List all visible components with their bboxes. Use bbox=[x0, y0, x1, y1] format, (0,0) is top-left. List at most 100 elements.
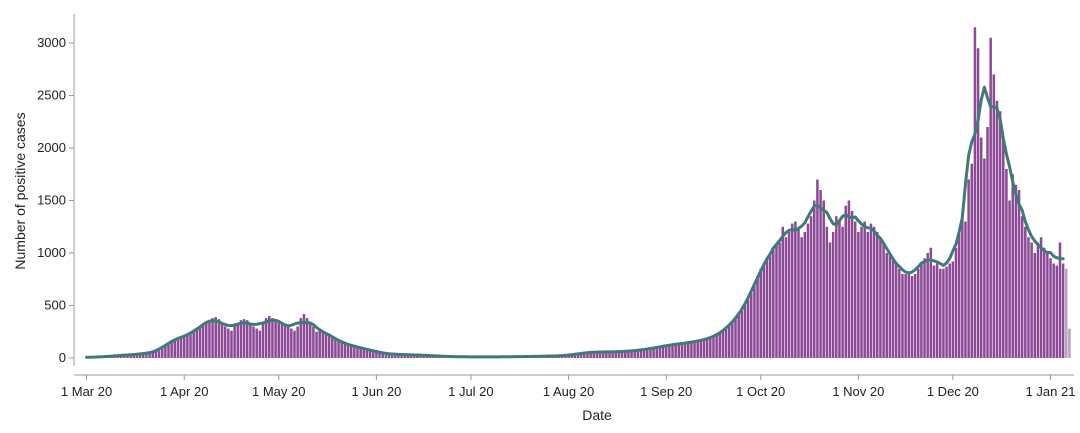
bar bbox=[819, 190, 822, 358]
bar bbox=[743, 305, 747, 358]
bar bbox=[765, 258, 769, 358]
bar bbox=[847, 200, 851, 358]
bar bbox=[1014, 184, 1018, 358]
y-axis-title: Number of positive cases bbox=[12, 112, 28, 269]
y-tick-label: 3000 bbox=[37, 35, 66, 50]
bar bbox=[784, 237, 788, 358]
bar bbox=[378, 352, 381, 358]
bar bbox=[668, 344, 671, 359]
bar bbox=[907, 274, 911, 358]
bar bbox=[264, 318, 268, 358]
bar bbox=[961, 216, 964, 358]
bar bbox=[671, 344, 674, 358]
bar bbox=[800, 237, 803, 358]
bar bbox=[674, 344, 677, 358]
bar bbox=[242, 319, 246, 358]
bar bbox=[822, 200, 825, 358]
bar bbox=[151, 352, 154, 358]
bar bbox=[998, 111, 1002, 358]
bar bbox=[705, 338, 709, 358]
bar bbox=[620, 351, 624, 358]
bar bbox=[236, 323, 240, 358]
bar bbox=[576, 353, 580, 358]
bar bbox=[913, 274, 917, 358]
bar bbox=[646, 349, 649, 358]
bar bbox=[356, 347, 359, 358]
bar bbox=[750, 292, 753, 358]
bar bbox=[343, 343, 347, 358]
bar bbox=[403, 354, 406, 358]
bar bbox=[384, 353, 388, 358]
bar bbox=[831, 232, 835, 358]
bar bbox=[967, 179, 970, 358]
bar bbox=[201, 324, 205, 358]
bar bbox=[255, 328, 258, 358]
bar bbox=[334, 339, 337, 358]
y-tick-label: 2000 bbox=[37, 140, 66, 155]
bar bbox=[850, 211, 854, 358]
bar bbox=[1033, 253, 1037, 358]
bar bbox=[280, 323, 284, 358]
bar bbox=[217, 319, 221, 358]
bar bbox=[885, 253, 888, 358]
bar bbox=[715, 335, 718, 358]
bar bbox=[154, 351, 158, 358]
bar bbox=[220, 323, 224, 358]
bar bbox=[901, 274, 904, 358]
bar bbox=[1008, 200, 1011, 358]
bar bbox=[337, 341, 340, 358]
bar bbox=[412, 354, 416, 358]
bar bbox=[636, 350, 640, 358]
bar bbox=[142, 353, 145, 358]
bar bbox=[898, 268, 901, 358]
bar bbox=[973, 27, 977, 358]
bar bbox=[627, 351, 630, 358]
bar bbox=[702, 339, 706, 359]
bar bbox=[687, 342, 690, 358]
bar bbox=[164, 345, 167, 358]
bar bbox=[989, 37, 992, 358]
bar bbox=[249, 323, 252, 358]
bar bbox=[835, 216, 838, 358]
bar bbox=[935, 263, 939, 358]
bar bbox=[296, 326, 299, 358]
bar bbox=[409, 354, 413, 358]
bar bbox=[727, 325, 731, 358]
bar bbox=[1017, 190, 1021, 358]
bar bbox=[614, 351, 618, 358]
bar bbox=[737, 314, 740, 358]
bar bbox=[926, 253, 929, 358]
bar bbox=[268, 316, 271, 358]
bar bbox=[138, 354, 142, 358]
bar bbox=[321, 330, 325, 358]
bar bbox=[781, 226, 785, 358]
bar bbox=[293, 330, 296, 358]
bar bbox=[208, 320, 211, 358]
bar bbox=[825, 226, 829, 358]
bar bbox=[406, 354, 410, 358]
bar bbox=[916, 268, 920, 358]
bar bbox=[1065, 268, 1068, 358]
bar bbox=[841, 226, 844, 358]
bar bbox=[680, 343, 684, 358]
y-tick-label: 0 bbox=[59, 350, 66, 365]
bar bbox=[579, 353, 583, 358]
x-tick-label: 1 Mar 20 bbox=[61, 384, 112, 399]
bar bbox=[132, 354, 136, 358]
bar bbox=[145, 353, 148, 358]
x-tick-label: 1 Jan 21 bbox=[1026, 384, 1076, 399]
bar bbox=[623, 351, 627, 358]
bar bbox=[762, 263, 766, 358]
bar bbox=[135, 354, 139, 358]
bar bbox=[983, 158, 986, 358]
bar bbox=[642, 349, 646, 358]
bar bbox=[157, 350, 161, 358]
bar bbox=[365, 349, 369, 358]
bar bbox=[894, 263, 898, 358]
bar bbox=[592, 352, 596, 358]
bar bbox=[586, 352, 589, 358]
bar bbox=[699, 340, 703, 358]
bar bbox=[872, 226, 876, 358]
bar bbox=[806, 223, 810, 358]
